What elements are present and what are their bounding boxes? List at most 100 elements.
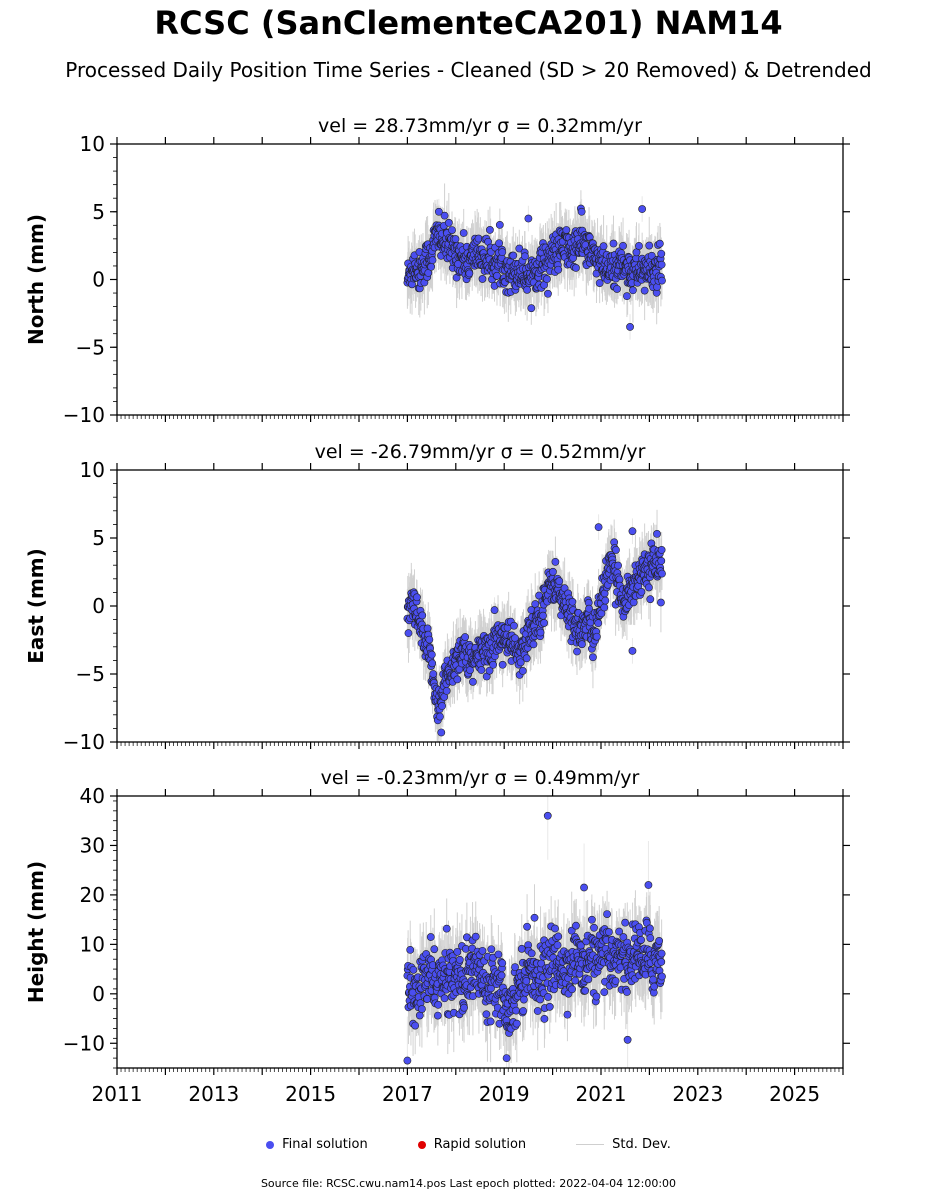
data-point [429,670,438,678]
data-point [440,211,449,220]
data-point [440,994,449,1003]
outlier-point [638,205,647,213]
data-point [430,945,439,954]
page-title: RCSC (SanClementeCA201) NAM14 [154,4,783,42]
data-point [562,226,571,234]
data-point [517,944,526,953]
ytick-label: 30 [80,833,105,857]
final-solution-points-height [403,811,666,1065]
data-point [578,640,586,649]
ytick-label: 10 [80,932,105,956]
data-point [637,936,645,944]
data-point [649,975,658,984]
data-point [619,241,627,250]
data-point [527,304,536,313]
data-point [653,529,661,538]
data-point [448,226,456,234]
data-point [498,248,507,257]
data-point [637,588,646,596]
ytick-label: 10 [80,458,105,482]
data-point [482,1010,491,1019]
data-point [436,712,444,721]
data-point [657,556,666,565]
data-point [522,977,531,985]
data-point [485,666,494,675]
data-point [545,1002,554,1011]
data-point [536,995,545,1004]
outlier-point [437,728,446,737]
data-point [453,675,462,684]
final-solution-points-east [403,523,666,737]
data-point [600,988,609,997]
data-point [590,923,598,932]
panel-height: vel = -0.23mm/yr σ = 0.49mm/yr Height (mm… [24,767,850,1106]
data-point [512,1006,521,1015]
data-point [603,910,612,918]
data-point [411,1021,420,1030]
data-point [511,963,519,972]
data-point [471,932,480,941]
data-point [418,1005,426,1013]
data-point [612,546,620,554]
data-point [600,603,609,612]
ytick-label: −10 [63,730,105,754]
data-point [621,918,630,927]
data-point [539,611,547,620]
data-point [549,567,557,576]
data-point [409,965,418,974]
data-point [495,239,504,248]
data-point [438,702,446,710]
ytick-label: 5 [92,200,105,224]
data-point [498,660,507,669]
data-point [478,946,487,955]
outlier-point [434,207,443,216]
data-point [581,986,590,995]
data-point [554,265,563,274]
data-point [563,1010,572,1019]
data-point [657,260,666,269]
data-point [594,619,603,628]
data-point [657,249,666,258]
data-point [587,915,596,924]
data-point [486,226,494,234]
data-point [544,289,552,298]
data-point [589,653,597,662]
data-point [657,598,665,607]
ytick-label: 0 [92,982,105,1006]
outlier-point [543,811,552,820]
ytick-label: 20 [80,883,105,907]
data-point [655,937,664,945]
data-point [657,949,666,958]
data-point [523,285,531,294]
data-point [519,1007,528,1015]
outlier-point [524,214,533,223]
outlier-point [626,323,634,331]
data-point [657,546,666,554]
data-point [426,933,435,941]
data-point [536,628,545,637]
outlier-point [623,1035,632,1044]
data-point [427,650,436,659]
ytick-label: 10 [80,132,105,156]
data-point [428,256,437,265]
data-point [486,1017,495,1026]
data-point [551,557,560,566]
page-subtitle: Processed Daily Position Time Series - C… [65,58,872,82]
data-point [601,596,610,605]
data-point [512,1019,521,1028]
ytick-label: 5 [92,526,105,550]
data-point [623,988,631,996]
data-point [442,924,451,933]
data-point [592,632,601,641]
data-point [498,959,507,968]
panel-title-east: vel = -26.79mm/yr σ = 0.52mm/yr [315,441,646,463]
data-point [428,659,437,668]
axes-frame-east [116,469,844,743]
data-point [572,921,580,930]
data-point [604,928,613,936]
data-point [655,239,664,248]
data-point [609,239,618,248]
data-point [658,972,666,981]
data-point [658,569,666,578]
data-point [551,924,559,933]
